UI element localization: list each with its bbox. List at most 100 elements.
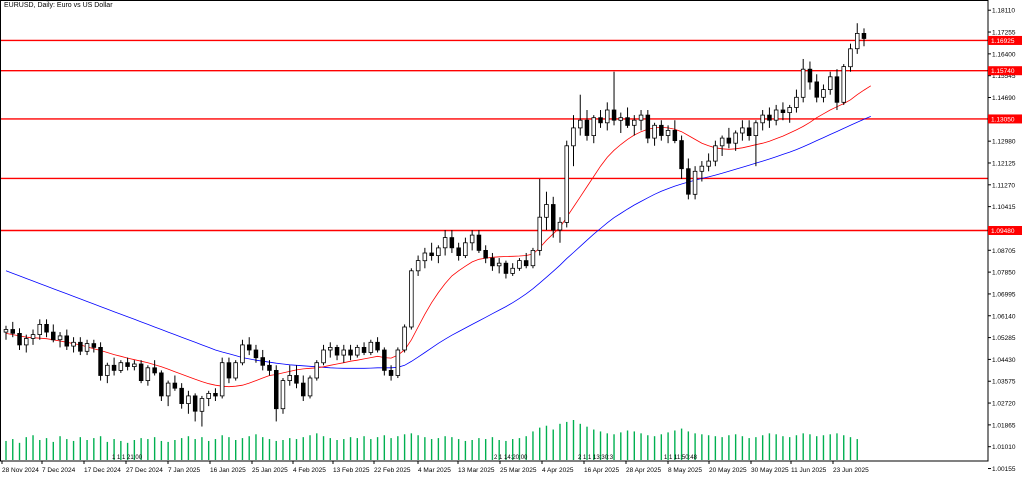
candle-59 (402, 324, 407, 353)
candle-body (402, 326, 407, 351)
candle-94 (638, 110, 644, 131)
candle-91 (618, 112, 624, 133)
candle-body (314, 362, 319, 379)
candle-body (456, 247, 461, 256)
candle-body (300, 382, 306, 397)
candle-body (794, 96, 799, 108)
candle-110 (746, 120, 752, 141)
candle-111 (753, 120, 759, 167)
candle-body (544, 204, 549, 218)
candle-72 (490, 252, 495, 271)
candle-26 (179, 383, 184, 409)
candle-body (37, 323, 43, 335)
candle-body (165, 382, 171, 397)
time-tick-label-17: 20 May 2025 (709, 467, 747, 474)
candle-body (111, 364, 117, 371)
candle-body (395, 349, 401, 376)
candle-9 (64, 329, 70, 350)
level-tag-label-1: 1.15740 (991, 68, 1015, 75)
candle-45 (307, 375, 313, 399)
candle-body (138, 363, 144, 382)
candle-body (706, 160, 711, 167)
candle-120 (814, 74, 820, 103)
candle-body (834, 76, 840, 103)
moving-averages (5, 85, 872, 388)
candle-25 (172, 375, 178, 391)
candle-81 (551, 196, 556, 238)
candle-body (71, 341, 76, 347)
candle-body (821, 89, 826, 98)
candle-body (483, 249, 488, 259)
candle-109 (740, 120, 745, 141)
candle-79 (537, 178, 543, 256)
price-tick-label-6: 1.12980 (992, 139, 1016, 146)
candle-body (206, 392, 211, 399)
candle-67 (456, 242, 461, 261)
candle-33 (226, 357, 232, 384)
candle-93 (632, 115, 637, 136)
candle-body (287, 375, 292, 381)
candle-84 (571, 115, 576, 167)
candle-48 (327, 342, 333, 358)
candle-body (375, 341, 380, 351)
candle-body (469, 234, 475, 244)
time-tick-label-11: 13 Mar 2025 (458, 467, 495, 474)
time-tick-label-16: 8 May 2025 (668, 467, 702, 474)
candle-body (172, 382, 178, 389)
level-tag-bg-0 (988, 35, 1022, 45)
time-tick-label-14: 16 Apr 2025 (584, 467, 619, 474)
candle-body (733, 132, 738, 144)
candle-41 (280, 378, 286, 414)
price-tick-label-13: 1.06995 (992, 291, 1016, 298)
candle-body (557, 221, 563, 231)
candle-75 (510, 263, 515, 276)
candle-16 (111, 357, 117, 376)
ma-slow-line (5, 116, 871, 369)
time-tick-label-12: 25 Mar 2025 (500, 467, 537, 474)
candle-12 (84, 339, 90, 356)
candle-107 (726, 127, 732, 149)
candle-127 (861, 28, 867, 47)
candle-body (861, 33, 867, 39)
candle-body (598, 117, 603, 124)
time-tick-label-8: 13 Feb 2025 (333, 467, 370, 474)
time-tick-label-1: 7 Dec 2024 (42, 467, 76, 474)
candle-117 (794, 89, 799, 113)
price-tick-label-11: 1.08705 (992, 248, 1016, 255)
candle-body (625, 117, 630, 126)
candle-13 (91, 339, 97, 353)
candle-body (199, 398, 205, 412)
candle-body (807, 68, 813, 83)
candle-body (591, 117, 597, 136)
price-tick-label-12: 1.07850 (992, 270, 1016, 277)
annotations: 1 1 1 21:00 2 1 14:20:00 2 1 1 13:30:3 1 1 … (112, 455, 698, 461)
level-tag-bg-4 (988, 226, 1022, 235)
candle-44 (300, 375, 306, 402)
candle-body (321, 349, 326, 364)
candle-104 (706, 153, 711, 172)
candle-64 (436, 245, 441, 264)
price-tick-label-17: 1.03575 (992, 379, 1016, 386)
candle-35 (240, 339, 245, 366)
candle-28 (192, 393, 198, 422)
candle-body (551, 204, 556, 231)
candle-body (267, 364, 272, 371)
candle-108 (733, 130, 738, 151)
candle-18 (125, 357, 130, 371)
candle-53 (361, 342, 367, 356)
candle-body (327, 346, 333, 351)
candle-body (3, 329, 9, 333)
time-tick-label-13: 4 Apr 2025 (542, 467, 574, 474)
candle-99 (672, 120, 678, 144)
candle-body (848, 48, 853, 68)
candle-55 (375, 337, 380, 353)
candle-body (118, 362, 124, 371)
candle-body (740, 127, 745, 134)
candle-body (436, 247, 441, 256)
candle-body (368, 341, 374, 353)
candle-body (659, 124, 664, 136)
candle-58 (395, 347, 401, 379)
candle-71 (483, 245, 488, 264)
candle-body (672, 129, 678, 141)
